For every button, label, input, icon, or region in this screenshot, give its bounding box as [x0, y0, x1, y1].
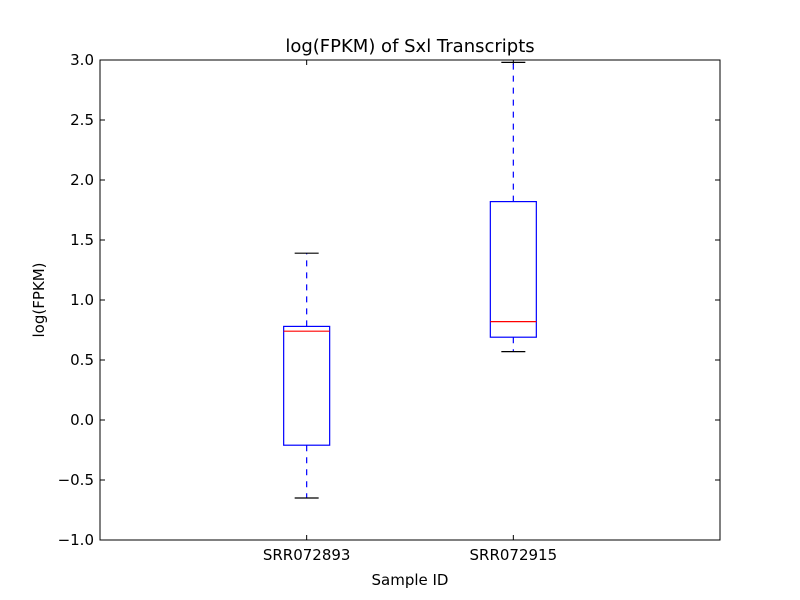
x-axis-label: Sample ID: [372, 571, 449, 589]
axes-frame: [99, 59, 721, 541]
chart-title: log(FPKM) of Sxl Transcripts: [285, 36, 534, 57]
x-tick-label: SRR072893: [263, 546, 351, 564]
y-tick-label: 2.0: [70, 171, 94, 189]
y-axis-label: log(FPKM): [30, 262, 48, 337]
y-tick-label: 2.5: [70, 111, 94, 129]
y-tick-label: −0.5: [58, 471, 94, 489]
y-tick-label: 0.5: [70, 351, 94, 369]
y-tick-label: 0.0: [70, 411, 94, 429]
y-tick-label: 3.0: [70, 51, 94, 69]
plot-area: −1.0 −0.5 0.0 0.5 1.0 1.5 2.0 2.5 3.0 SRR072893 SR…: [58, 51, 720, 564]
x-tick-label: SRR072915: [470, 546, 558, 564]
y-tick-label: −1.0: [58, 531, 94, 549]
y-tick-label: 1.0: [70, 291, 94, 309]
box-iqr: [283, 325, 331, 446]
y-tick-label: 1.5: [70, 231, 94, 249]
box-iqr: [489, 201, 537, 338]
